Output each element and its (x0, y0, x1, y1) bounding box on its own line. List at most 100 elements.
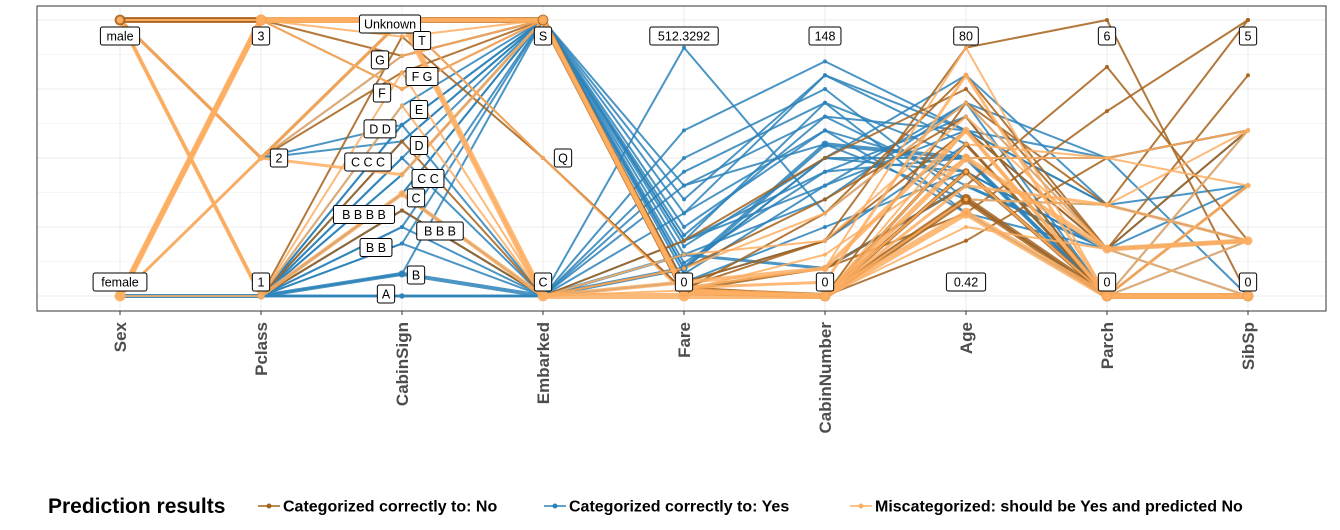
axis-title-sibsp: SibSp (1239, 322, 1258, 370)
legend-key-point (552, 503, 558, 509)
level-label-box (409, 100, 429, 120)
level-label-text: A (382, 288, 391, 302)
data-point-cabinnumber (823, 197, 827, 202)
level-label-box (251, 272, 271, 292)
level-label-cabinsign-g: G (370, 50, 390, 70)
data-point-age (963, 182, 969, 189)
data-point-cabinsign (400, 70, 404, 75)
data-point-cabinsign (399, 171, 405, 178)
level-label-text: 6 (1104, 30, 1111, 44)
data-point-age (964, 114, 968, 119)
level-label-cabinnumber-148: 148 (808, 26, 842, 46)
data-point-age (964, 128, 968, 133)
level-label-cabinsign-b-b: B B (359, 238, 393, 258)
level-label-box (674, 272, 694, 292)
data-point-cabinnumber (823, 73, 827, 78)
level-label-box (553, 148, 573, 168)
level-label-sibsp-5: 5 (1238, 26, 1258, 46)
level-label-cabinsign-f-g: F G (405, 66, 439, 86)
level-label-text: T (418, 34, 426, 48)
data-point-parch (1105, 294, 1109, 298)
data-point-parch (1105, 202, 1109, 207)
data-point-sibsp (1246, 294, 1250, 298)
axis-title-fare: Fare (675, 322, 694, 358)
data-point-cabinsign (400, 225, 404, 229)
level-label-text: Unknown (364, 18, 416, 32)
level-label-cabinsign-unknown: Unknown (358, 14, 422, 34)
data-point-age (964, 225, 968, 229)
data-point-age (963, 72, 969, 78)
level-label-box (99, 26, 141, 46)
panel-border (36, 5, 1327, 312)
data-point-sex (118, 294, 122, 298)
level-label-cabinsign-b-b-b: B B B (416, 221, 464, 241)
data-point-cabinsign (400, 208, 404, 213)
level-label-text: B B B (424, 225, 456, 239)
legend: Prediction results Categorized correctly … (48, 495, 1243, 518)
data-point-cabinsign (400, 156, 404, 160)
level-label-box (363, 119, 397, 139)
data-point-cabinsign (400, 103, 404, 108)
level-label-box (405, 66, 439, 86)
level-label-age-0-42: 0.42 (945, 272, 987, 292)
level-label-text: F (378, 87, 386, 101)
level-label-box (359, 238, 393, 258)
data-point-age (964, 238, 968, 243)
level-label-cabinsign-c-c: C C (411, 169, 445, 189)
level-label-text: B B (366, 241, 386, 255)
data-point-fare (682, 225, 686, 229)
level-label-box (269, 148, 289, 168)
legend-item-miscategorized-should-be-yes-and-predicted-no: Miscategorized: should be Yes and predic… (850, 499, 1243, 516)
data-point-parch (1105, 18, 1109, 22)
data-point-fare (682, 291, 686, 296)
data-point-parch (1105, 156, 1109, 160)
axis-title-sex: Sex (111, 321, 130, 352)
level-label-parch-0: 0 (1097, 272, 1117, 292)
level-label-cabinsign-d-d: D D (363, 119, 397, 139)
level-label-cabinsign-f: F (372, 83, 392, 103)
level-label-box (412, 31, 432, 51)
level-label-age-80: 80 (953, 26, 979, 46)
data-point-cabinnumber (823, 294, 827, 298)
data-point-cabinsign (400, 139, 404, 144)
data-point-cabinnumber (823, 169, 827, 174)
level-label-text: 80 (959, 30, 973, 44)
data-point-cabinnumber (823, 266, 827, 271)
level-label-text: 0.42 (954, 276, 978, 290)
level-label-box (411, 169, 445, 189)
level-label-box (358, 14, 422, 34)
legend-label: Categorized correctly to: No (283, 499, 497, 516)
level-label-cabinnumber-0: 0 (815, 272, 835, 292)
data-point-age (964, 197, 968, 202)
data-point-sibsp (1246, 18, 1250, 22)
level-label-box (92, 272, 148, 292)
data-point-cabinsign (400, 122, 404, 127)
level-label-embarked-c: C (533, 272, 553, 292)
level-label-text: C (411, 191, 420, 205)
data-point-embarked (541, 294, 545, 298)
data-point-cabinsign (400, 53, 404, 58)
level-label-box (406, 265, 426, 285)
legend-key-point (858, 503, 864, 509)
data-point-cabinnumber (823, 225, 827, 229)
data-point-age (964, 45, 968, 50)
data-point-cabinsign (400, 294, 404, 298)
level-label-cabinsign-c: C (406, 188, 426, 208)
data-point-cabinsign (398, 190, 406, 198)
level-label-text: Q (558, 152, 568, 166)
legend-item-categorized-correctly-to-yes: Categorized correctly to: Yes (544, 499, 789, 516)
level-label-box (370, 50, 390, 70)
level-label-box (808, 26, 842, 46)
level-label-text: C C C (351, 156, 385, 170)
data-point-cabinnumber (823, 100, 827, 105)
level-label-sibsp-0: 0 (1238, 272, 1258, 292)
level-label-sex-male: male (99, 26, 141, 46)
level-label-fare-0: 0 (674, 272, 694, 292)
data-point-age (960, 207, 972, 219)
data-point-cabinnumber (823, 128, 827, 133)
data-point-fare (682, 260, 686, 265)
level-label-cabinsign-c-c-c: C C C (344, 152, 392, 172)
level-label-text: 0 (1245, 276, 1252, 290)
